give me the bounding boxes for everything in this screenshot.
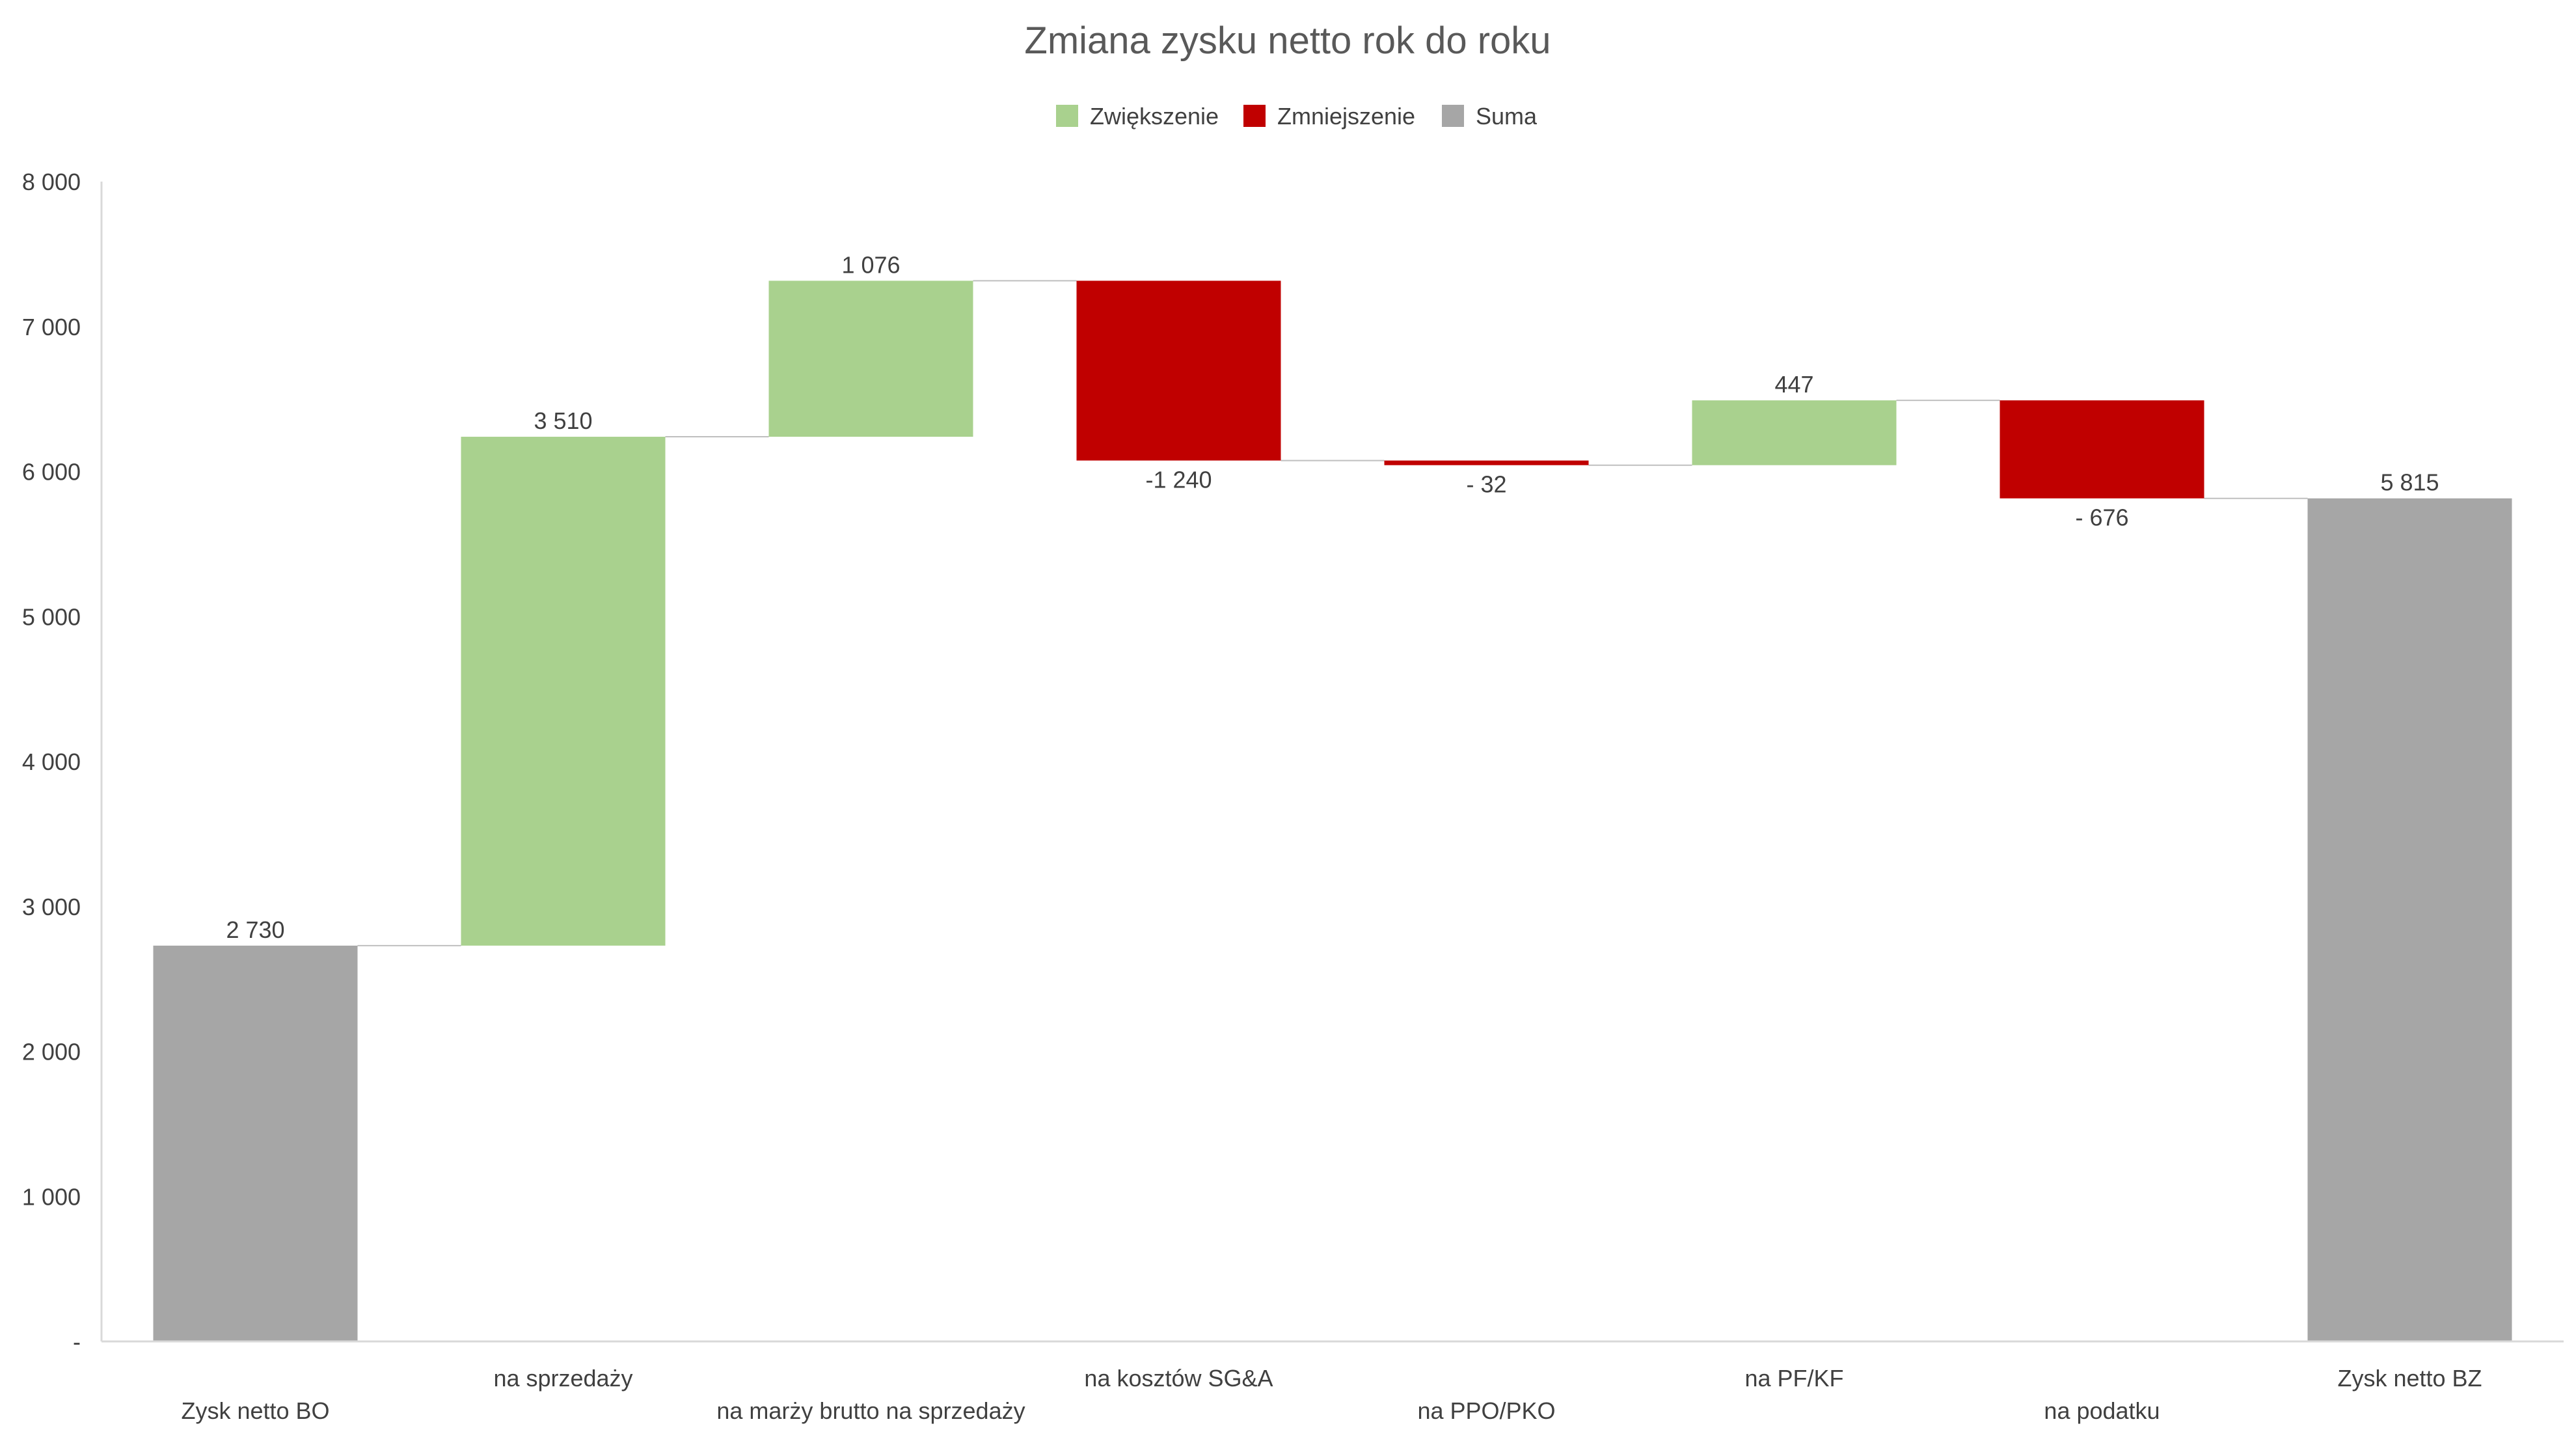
data-label-0: 2 730: [226, 916, 284, 943]
bar-0: [153, 945, 358, 1341]
data-label-2: 1 076: [841, 251, 900, 278]
x-axis: Zysk netto BO na sprzedaży na marży brutto…: [102, 1340, 2564, 1424]
y-tick-label-5: 5 000: [22, 603, 81, 630]
bar-6: [2000, 400, 2204, 499]
legend-swatch-0: [1056, 105, 1078, 127]
legend-swatch-2: [1442, 105, 1464, 127]
y-tick-label-2: 2 000: [22, 1039, 81, 1065]
data-label-6: - 676: [2075, 504, 2128, 531]
connector-lines: [357, 280, 2308, 946]
y-tick-label-1: 1 000: [22, 1183, 81, 1210]
y-tick-label-6: 6 000: [22, 459, 81, 486]
x-category-label-2: na marży brutto na sprzedaży: [716, 1397, 1025, 1424]
legend-label-2: Suma: [1476, 103, 1538, 130]
bar-7: [2307, 498, 2512, 1341]
bar-4: [1384, 460, 1589, 465]
x-category-label-4: na PPO/PKO: [1417, 1397, 1555, 1424]
legend-label-1: Zmniejszenie: [1277, 103, 1415, 130]
y-axis: - 1 000 2 000 3 000 4 000 5 000 6 000 7 000 8 00…: [22, 169, 103, 1355]
bar-3: [1076, 281, 1281, 461]
bars: [153, 281, 2512, 1341]
bar-5: [1692, 400, 1897, 465]
y-tick-label-3: 3 000: [22, 894, 81, 920]
chart-title: Zmiana zysku netto rok do roku: [1024, 20, 1551, 62]
y-tick-label-8: 8 000: [22, 169, 81, 195]
data-label-5: 447: [1774, 371, 1813, 398]
y-tick-label-7: 7 000: [22, 314, 81, 340]
legend-swatch-1: [1243, 105, 1266, 127]
legend-label-0: Zwiększenie: [1090, 103, 1219, 130]
y-tick-label-4: 4 000: [22, 748, 81, 775]
x-category-label-5: na PF/KF: [1744, 1365, 1843, 1392]
x-category-label-0: Zysk netto BO: [181, 1397, 329, 1424]
data-label-1: 3 510: [534, 407, 592, 434]
x-category-label-6: na podatku: [2044, 1397, 2160, 1424]
x-category-label-1: na sprzedaży: [493, 1365, 632, 1392]
data-label-4: - 32: [1466, 471, 1506, 498]
bar-2: [768, 281, 973, 437]
x-category-label-7: Zysk netto BZ: [2337, 1365, 2482, 1392]
data-labels: 2 730 3 510 1 076 -1 240 - 32 447 - 676 5 815: [226, 251, 2439, 943]
data-label-7: 5 815: [2380, 469, 2439, 496]
x-category-label-3: na kosztów SG&A: [1084, 1365, 1273, 1392]
legend: Zwiększenie Zmniejszenie Suma: [1056, 103, 1538, 130]
y-tick-label-0: -: [73, 1328, 81, 1355]
data-label-3: -1 240: [1145, 467, 1212, 493]
bar-1: [461, 437, 666, 946]
